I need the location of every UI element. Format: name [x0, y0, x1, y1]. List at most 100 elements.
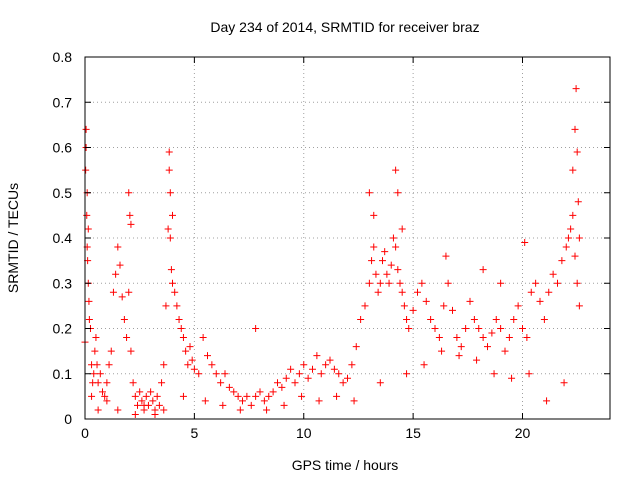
- data-point: [350, 397, 358, 405]
- data-point: [335, 370, 343, 378]
- data-point: [225, 383, 233, 391]
- data-point: [575, 234, 583, 242]
- data-point: [455, 352, 463, 360]
- data-point: [313, 352, 321, 360]
- data-point: [123, 334, 131, 342]
- data-point: [112, 270, 120, 278]
- data-point: [383, 270, 391, 278]
- data-point: [365, 279, 373, 287]
- data-point: [282, 374, 290, 382]
- data-point: [127, 347, 135, 355]
- data-point: [94, 379, 102, 387]
- data-point: [204, 352, 211, 360]
- data-point: [149, 397, 157, 405]
- data-point: [492, 315, 500, 323]
- chart-title: Day 234 of 2014, SRMTID for receiver bra…: [210, 19, 479, 35]
- data-point: [315, 397, 323, 405]
- data-point: [562, 243, 570, 251]
- data-point: [398, 225, 406, 233]
- data-point: [131, 392, 139, 400]
- data-point: [142, 392, 150, 400]
- data-point: [449, 306, 456, 314]
- data-point: [479, 266, 487, 274]
- data-point: [243, 392, 251, 400]
- data-point: [370, 211, 378, 219]
- data-point: [252, 325, 260, 332]
- data-point: [96, 370, 104, 378]
- data-point: [236, 406, 244, 414]
- data-point: [385, 279, 393, 287]
- data-point: [138, 397, 146, 405]
- data-point: [501, 347, 509, 355]
- x-tick-label: 5: [190, 425, 198, 441]
- data-point: [549, 270, 557, 278]
- data-point: [348, 361, 356, 369]
- data-point: [403, 315, 411, 323]
- data-point: [558, 257, 566, 265]
- data-point: [387, 261, 395, 269]
- data-point: [175, 315, 183, 323]
- data-point: [339, 379, 347, 387]
- data-point: [234, 392, 242, 400]
- data-point: [569, 211, 577, 219]
- data-point: [488, 329, 496, 337]
- data-point: [184, 361, 192, 369]
- data-point: [219, 401, 227, 409]
- data-point: [344, 374, 351, 382]
- data-point: [484, 343, 491, 351]
- data-point: [118, 293, 126, 301]
- data-point: [398, 288, 406, 296]
- data-point: [105, 361, 113, 369]
- data-point: [126, 211, 134, 219]
- data-point: [169, 211, 176, 219]
- data-point: [85, 315, 93, 323]
- data-point: [381, 248, 389, 256]
- data-point: [153, 392, 161, 400]
- data-point: [420, 361, 428, 369]
- data-points: [81, 85, 583, 418]
- data-point: [190, 365, 198, 373]
- data-point: [497, 325, 505, 332]
- data-point: [166, 189, 174, 197]
- data-point: [567, 225, 575, 233]
- data-point: [201, 397, 209, 405]
- data-point: [252, 392, 260, 400]
- data-point: [179, 334, 187, 342]
- grid-lines: [85, 57, 610, 419]
- data-point: [195, 370, 203, 378]
- data-point: [140, 401, 148, 409]
- data-point: [540, 315, 548, 323]
- data-point: [269, 388, 277, 396]
- data-point: [376, 379, 384, 387]
- data-point: [230, 388, 238, 396]
- data-point: [94, 406, 102, 414]
- x-axis-label: GPS time / hours: [292, 457, 399, 473]
- data-point: [554, 279, 561, 287]
- data-point: [527, 288, 535, 296]
- data-point: [514, 302, 522, 310]
- data-point: [260, 397, 268, 405]
- data-point: [564, 234, 572, 242]
- y-tick-label: 0: [64, 411, 72, 427]
- x-tick-label: 15: [405, 425, 421, 441]
- data-point: [394, 189, 402, 197]
- data-point: [247, 401, 255, 409]
- data-point: [521, 239, 529, 247]
- y-tick-label: 0.4: [53, 230, 73, 246]
- data-point: [405, 325, 413, 332]
- data-point: [374, 288, 382, 296]
- data-point: [84, 225, 92, 233]
- data-point: [466, 297, 474, 305]
- data-point: [114, 243, 122, 251]
- data-point: [438, 347, 446, 355]
- data-point: [280, 401, 288, 409]
- data-point: [177, 325, 185, 332]
- data-point: [125, 189, 133, 197]
- data-point: [574, 198, 582, 206]
- data-point: [171, 288, 179, 296]
- data-point: [298, 392, 306, 400]
- data-point: [453, 334, 461, 342]
- data-point: [457, 343, 465, 351]
- data-point: [392, 243, 400, 251]
